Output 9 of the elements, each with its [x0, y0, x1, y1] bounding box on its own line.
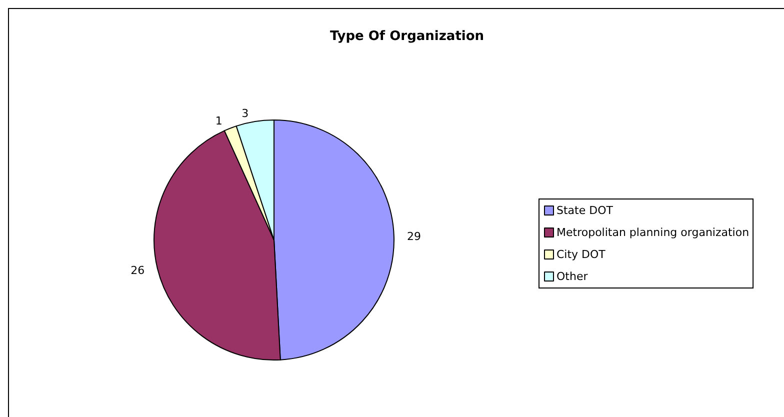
data-label: 3 [242, 107, 249, 120]
data-label: 29 [406, 230, 421, 244]
data-label: 26 [130, 264, 145, 277]
legend-label: City DOT [556, 248, 606, 261]
chart-title: Type Of Organization [330, 29, 484, 44]
legend-label: Metropolitan planning organization [556, 226, 750, 239]
data-label: 1 [215, 114, 222, 128]
legend-label: Other [556, 270, 588, 283]
legend-label: State DOT [556, 204, 614, 217]
